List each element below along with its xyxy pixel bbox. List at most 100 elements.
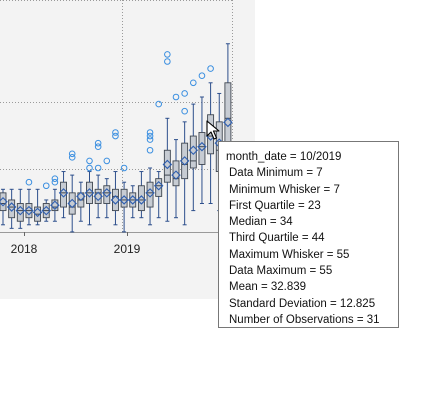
outlier-point: [120, 164, 128, 172]
box-group: [153, 100, 164, 219]
box-group: [171, 93, 181, 219]
mean-marker: [171, 170, 181, 180]
box-group: [145, 129, 155, 226]
tooltip-line-first-quartile: First Quartile = 23: [229, 199, 321, 212]
tooltip-line-data-maximum: Data Maximum = 55: [229, 265, 333, 278]
mean-marker: [197, 141, 207, 152]
box-iqr: [181, 142, 189, 180]
box-group: [84, 157, 95, 226]
box-iqr: [68, 192, 76, 215]
box-series: [0, 43, 233, 233]
box-group: [6, 188, 17, 229]
box-group: [179, 90, 190, 226]
tooltip-line-maximum-whisker: Maximum Whisker = 55: [229, 248, 350, 261]
box-iqr: [94, 188, 102, 204]
outlier-point: [207, 65, 214, 72]
outlier-point: [86, 157, 93, 165]
mean-marker: [102, 188, 112, 198]
outlier-point: [146, 136, 154, 143]
box-group: [50, 175, 60, 222]
box-group: [67, 150, 77, 233]
tooltip-line-number-of-observations: Number of Observations = 31: [229, 313, 380, 326]
outlier-point: [190, 79, 197, 87]
mean-marker: [58, 188, 69, 198]
mean-marker: [32, 207, 43, 218]
box-group: [197, 72, 207, 204]
x-tick-label: 2019: [114, 242, 141, 256]
tooltip-line-minimum-whisker: Minimum Whisker = 7: [229, 183, 340, 196]
outlier-point: [172, 93, 180, 101]
x-tick-label: 2018: [11, 242, 38, 256]
mean-marker: [145, 188, 155, 198]
outlier-point: [68, 150, 76, 158]
mean-marker: [41, 205, 52, 216]
mean-marker: [93, 191, 103, 202]
box-group: [136, 171, 147, 219]
outlier-point: [94, 139, 102, 147]
x-axis-ticks: 201820192: [11, 232, 226, 256]
tooltip-line-mean: Mean = 32.839: [229, 281, 307, 294]
mean-marker: [127, 195, 138, 205]
outlier-point: [198, 72, 206, 79]
outlier-point: [42, 182, 50, 190]
box-group: [93, 139, 103, 219]
mean-marker: [50, 200, 60, 211]
mean-marker: [110, 195, 121, 205]
outlier-point: [164, 58, 171, 65]
outlier-point: [51, 178, 59, 186]
box-group: [119, 164, 129, 233]
outlier-point: [155, 100, 162, 108]
outlier-point: [68, 154, 76, 161]
box-group: [24, 178, 34, 226]
outlier-point: [181, 107, 188, 115]
mean-marker: [84, 188, 95, 198]
tooltip-line-median: Median = 34: [229, 216, 293, 229]
mean-marker: [188, 145, 199, 156]
mouse-cursor-icon: [206, 120, 220, 140]
data-tooltip: month_date = 10/2019 Data Minimum = 7 Mi…: [218, 141, 399, 328]
outlier-point: [103, 157, 111, 165]
box-group: [41, 182, 52, 222]
mean-marker: [223, 117, 233, 128]
mean-marker: [24, 205, 34, 216]
mean-marker: [0, 196, 8, 207]
outlier-point: [25, 178, 33, 186]
box-group: [188, 79, 199, 212]
tooltip-header: month_date = 10/2019: [226, 151, 342, 163]
box-group: [162, 51, 173, 222]
box-group: [102, 157, 112, 219]
tooltip-line-third-quartile: Third Quartile = 44: [229, 232, 325, 245]
outlier-point: [51, 175, 59, 182]
box-group: [110, 129, 121, 226]
mean-marker: [15, 205, 26, 216]
outlier-point: [181, 90, 188, 97]
outlier-point: [146, 146, 154, 154]
outlier-point: [146, 129, 154, 136]
box-iqr: [51, 199, 59, 212]
box-iqr: [111, 188, 119, 212]
box-group: [32, 188, 43, 226]
box-group: [0, 188, 8, 226]
mean-marker: [136, 195, 147, 205]
outlier-point: [164, 51, 171, 58]
box-iqr: [0, 192, 7, 212]
box-group: [58, 171, 69, 219]
box-group: [76, 181, 86, 222]
mean-marker: [67, 198, 77, 209]
box-group: [127, 185, 138, 219]
grid-lines: [0, 0, 233, 233]
tooltip-line-standard-deviation: Standard Deviation = 12.825: [229, 297, 376, 310]
outlier-point: [86, 164, 93, 172]
outlier-point: [94, 143, 102, 150]
outlier-point: [112, 132, 119, 140]
outlier-point: [146, 132, 154, 140]
outlier-point: [112, 129, 119, 136]
outlier-point: [94, 164, 102, 172]
mean-marker: [6, 202, 17, 212]
box-group: [15, 188, 26, 229]
mean-marker: [162, 159, 173, 170]
mean-marker: [119, 195, 129, 205]
mean-marker: [179, 156, 190, 166]
mean-marker: [76, 191, 86, 202]
